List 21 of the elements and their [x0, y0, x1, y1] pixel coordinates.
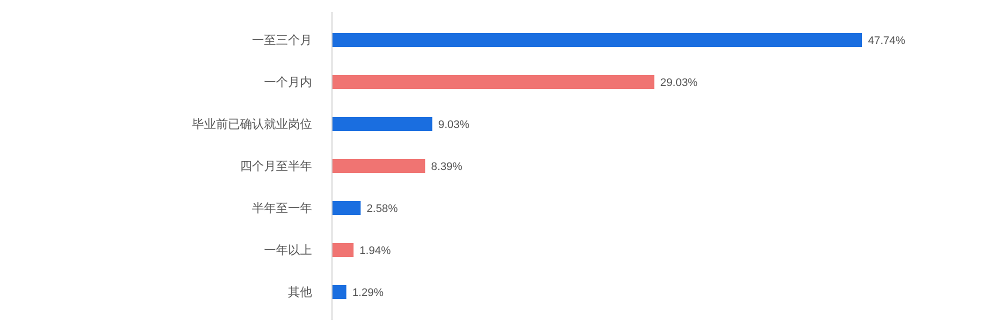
data-label: 1.94%: [360, 245, 391, 257]
bar: [332, 243, 354, 257]
data-label: 29.03%: [660, 77, 698, 89]
y-tick-label: 一年以上: [264, 243, 312, 257]
bar: [332, 159, 426, 173]
bar: [332, 75, 654, 89]
data-label: 47.74%: [868, 35, 906, 47]
data-label: 1.29%: [352, 287, 384, 299]
data-label: 9.03%: [438, 119, 470, 131]
data-label: 8.39%: [431, 161, 463, 173]
bar: [332, 117, 432, 131]
y-tick-label: 半年至一年: [252, 201, 312, 215]
y-tick-label: 毕业前已确认就业岗位: [192, 117, 312, 131]
y-tick-label: 其他: [288, 285, 312, 299]
bar: [332, 285, 346, 299]
y-tick-label: 一个月内: [264, 75, 312, 89]
data-label: 2.58%: [366, 203, 398, 215]
y-tick-label: 四个月至半年: [240, 159, 312, 173]
y-tick-label: 一至三个月: [252, 33, 312, 47]
bar: [332, 33, 862, 47]
bar: [332, 201, 361, 215]
